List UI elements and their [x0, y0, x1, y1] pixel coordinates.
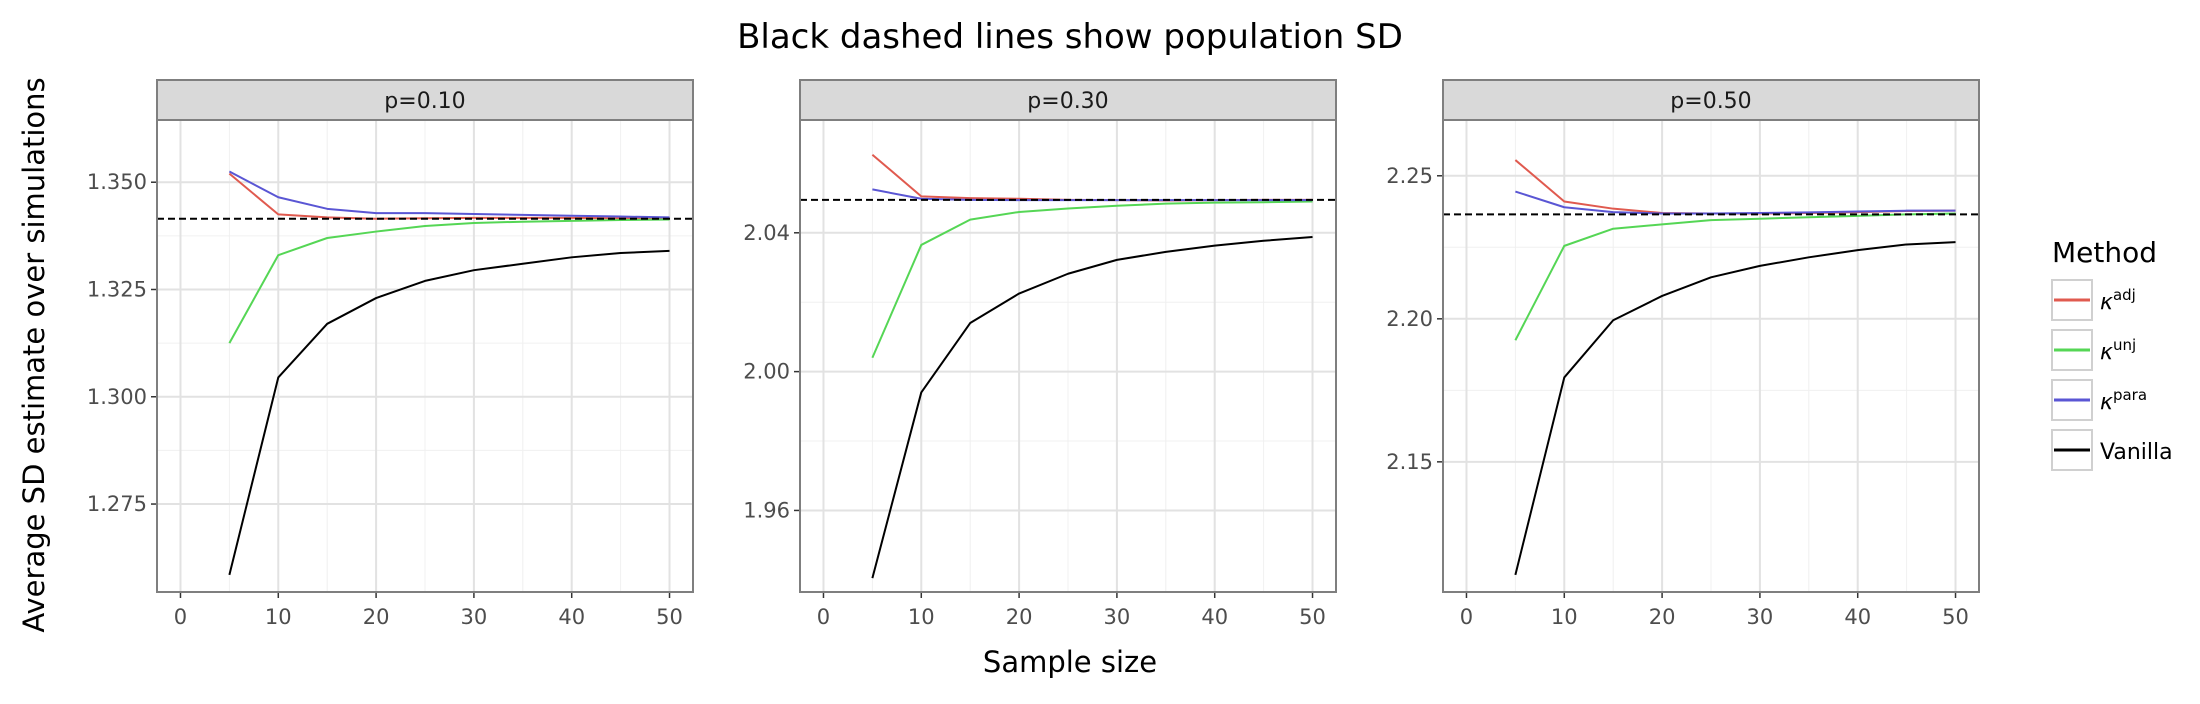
x-tick-label: 0	[817, 605, 830, 629]
facet-strip-label: p=0.50	[1670, 89, 1751, 114]
x-tick-label: 0	[1460, 605, 1473, 629]
x-tick-label: 30	[461, 605, 488, 629]
x-tick-label: 0	[174, 605, 187, 629]
x-tick-label: 50	[656, 605, 683, 629]
x-axis-label: Sample size	[983, 645, 1157, 679]
facet-strip	[156, 79, 694, 121]
legend-label-base: κ	[2100, 290, 2113, 315]
series-line-vanilla	[871, 235, 1313, 579]
y-axis-label: Average SD estimate over simulations	[17, 77, 51, 632]
facet-strip-label: p=0.10	[384, 89, 465, 114]
series-line-unj	[1514, 212, 1956, 341]
legend-label-superscript: unj	[2113, 336, 2136, 354]
legend-label: κadj	[2100, 286, 2136, 315]
series-line-vanilla	[1514, 241, 1956, 576]
legend-label: κpara	[2100, 386, 2147, 415]
x-tick-label: 10	[1551, 605, 1578, 629]
y-tick-label: 1.325	[87, 277, 147, 301]
chart-title: Black dashed lines show population SD	[737, 17, 1403, 57]
series-line-para	[1515, 190, 1956, 215]
x-tick-label: 20	[1006, 605, 1033, 629]
legend-label: Vanilla	[2100, 440, 2173, 465]
series-line-unj	[228, 218, 670, 344]
y-tick-label: 1.350	[87, 170, 147, 194]
facet-strip	[799, 79, 1337, 121]
x-tick-label: 30	[1747, 605, 1774, 629]
y-tick-label: 2.20	[1386, 307, 1433, 331]
facet-strip-label: p=0.30	[1027, 89, 1108, 114]
series-line-vanilla	[228, 249, 670, 576]
y-tick-label: 1.96	[743, 498, 790, 522]
y-tick-label: 1.300	[87, 385, 147, 409]
y-tick-label: 2.25	[1386, 164, 1433, 188]
facet-strip	[1442, 79, 1980, 121]
y-tick-label: 2.00	[743, 360, 790, 384]
x-tick-label: 50	[1299, 605, 1326, 629]
x-tick-label: 20	[363, 605, 390, 629]
series-line-unj	[871, 200, 1313, 359]
series-line-para	[228, 170, 670, 219]
legend-label-superscript: para	[2113, 386, 2147, 404]
x-tick-label: 40	[558, 605, 585, 629]
legend-label-base: κ	[2100, 390, 2113, 415]
legend-label-base: Vanilla	[2100, 440, 2173, 465]
x-tick-label: 10	[265, 605, 292, 629]
legend-label: κunj	[2100, 336, 2136, 365]
legend-title: Method	[2052, 236, 2157, 269]
y-tick-label: 2.15	[1386, 450, 1433, 474]
y-tick-label: 1.275	[87, 492, 147, 516]
y-tick-label: 2.04	[743, 221, 790, 245]
x-tick-label: 30	[1104, 605, 1131, 629]
legend-label-superscript: adj	[2113, 286, 2136, 304]
legend-label-base: κ	[2100, 340, 2113, 365]
x-tick-label: 40	[1201, 605, 1228, 629]
x-tick-label: 10	[908, 605, 935, 629]
x-tick-label: 40	[1844, 605, 1871, 629]
x-tick-label: 50	[1942, 605, 1969, 629]
x-tick-label: 20	[1649, 605, 1676, 629]
